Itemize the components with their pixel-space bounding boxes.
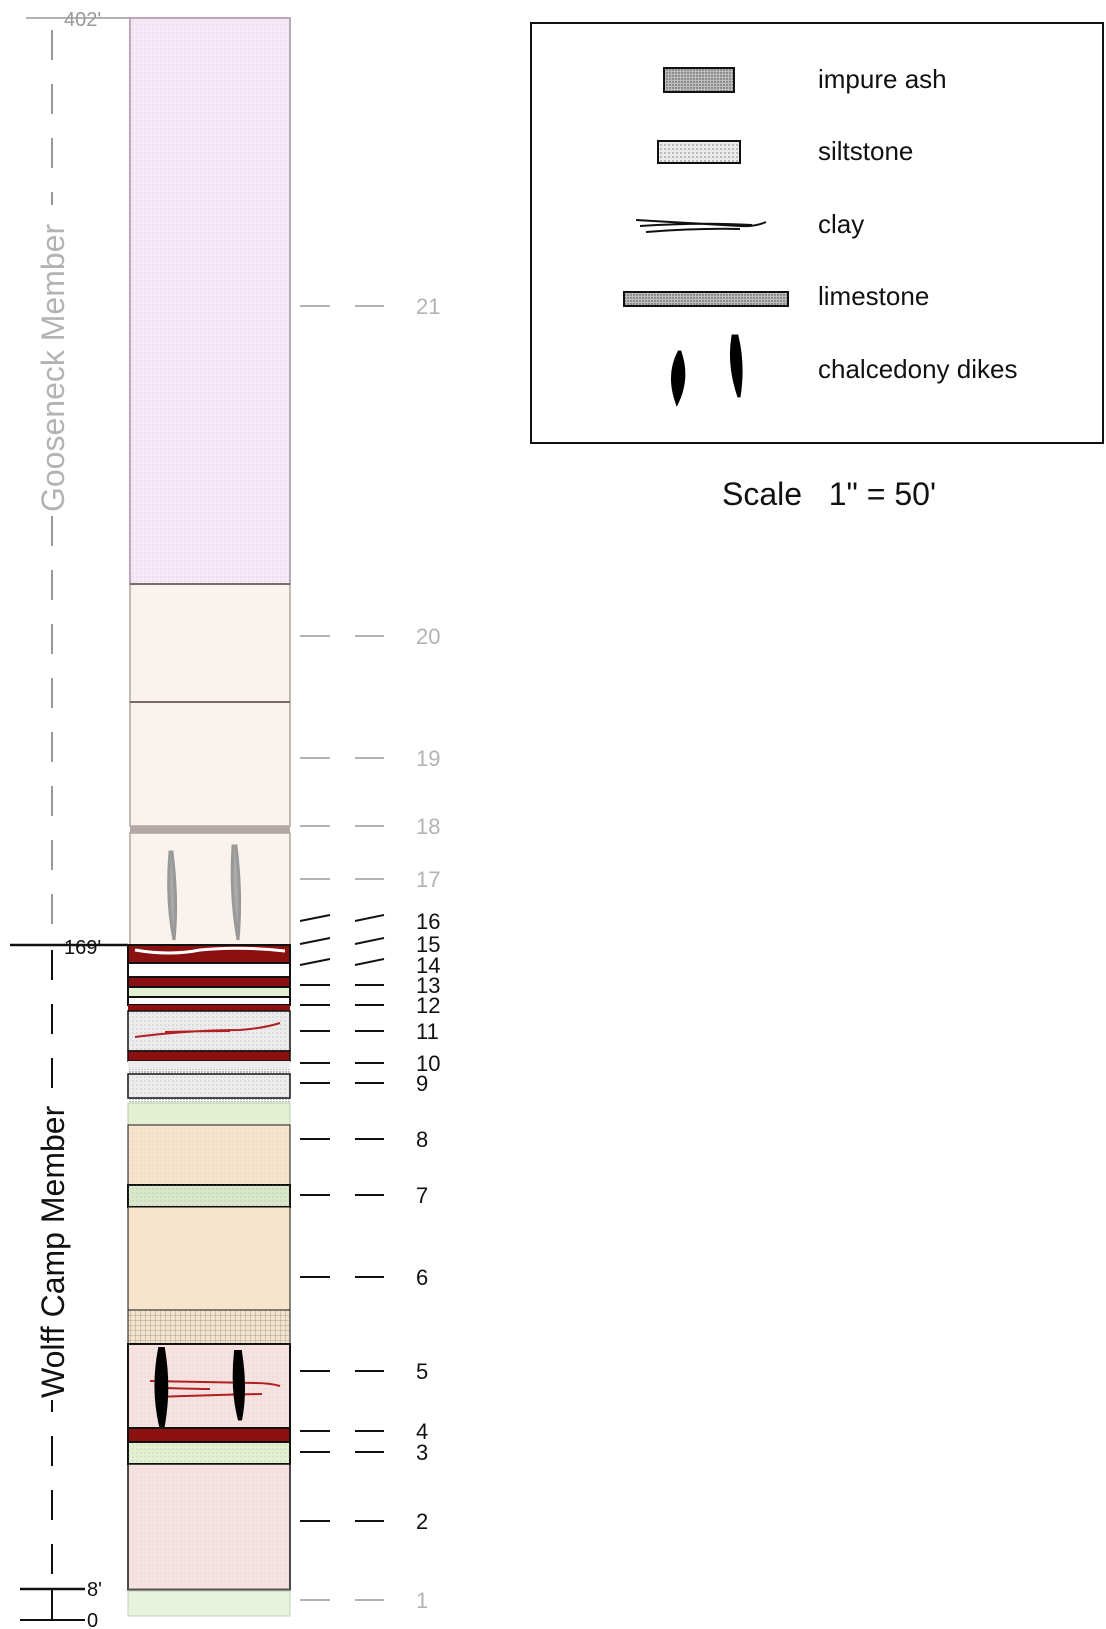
layer-number-13: 13 <box>416 973 440 998</box>
layer-number-19: 19 <box>416 746 440 771</box>
bed-15 <box>127 962 291 978</box>
wolff-camp-beds <box>127 944 291 1617</box>
layer-tick-15 <box>354 937 385 945</box>
bed-14 <box>127 976 291 988</box>
bed-13 <box>127 986 291 998</box>
gooseneck-member-label: Gooseneck Member <box>35 224 71 512</box>
layer-tick-14 <box>354 958 385 966</box>
chalcedony-dike-grey-2 <box>230 844 242 941</box>
layer-number-3: 3 <box>416 1440 428 1465</box>
wolff-camp-member-label-group: Wolff Camp Member <box>34 1090 72 1400</box>
layer-number-17: 17 <box>416 867 440 892</box>
bed-6 <box>127 1206 291 1311</box>
layer-number-18: 18 <box>416 814 440 839</box>
legend-label-siltstone: siltstone <box>818 136 914 166</box>
depth-mark-base-bed: 8' <box>87 1579 102 1601</box>
layer-number-14: 14 <box>416 953 440 978</box>
legend-label-impure-ash: impure ash <box>818 64 947 94</box>
gooseneck-member-label-group: Gooseneck Member <box>34 205 72 515</box>
bed-12 <box>127 996 291 1006</box>
layer-number-16: 16 <box>416 909 440 934</box>
legend-label-clay: clay <box>818 209 865 239</box>
layer-number-10: 10 <box>416 1051 440 1076</box>
layer-number-1: 1 <box>416 1588 428 1613</box>
bed-19 <box>129 701 291 827</box>
wolff-camp-member-label: Wolff Camp Member <box>35 1105 71 1398</box>
clay-red-11 <box>134 1022 281 1038</box>
layer-number-11: 11 <box>416 1019 439 1044</box>
layer-number-7: 7 <box>416 1183 428 1208</box>
gooseneck-beds <box>129 17 291 946</box>
layer-number-6: 6 <box>416 1265 428 1290</box>
layer-number-12: 12 <box>416 993 440 1018</box>
chalcedony-dike-grey-1 <box>167 850 178 941</box>
layer-number-9: 9 <box>416 1071 428 1096</box>
layer-number-4: 4 <box>416 1419 428 1444</box>
layer-tick-16 <box>299 914 331 922</box>
bed-4 <box>127 1427 291 1443</box>
bed-18 <box>130 826 290 833</box>
layer-tick-16 <box>354 914 385 922</box>
depth-mark-zero: 0 <box>87 1610 98 1629</box>
legend-label-limestone: limestone <box>818 281 930 311</box>
layer-number-21: 21 <box>416 294 440 319</box>
depth-mark-contact: 169' <box>64 937 101 959</box>
scale-label: Scale 1" = 50' <box>722 476 937 512</box>
bed-16 <box>127 944 291 964</box>
depth-mark-top: 402' <box>64 9 101 31</box>
chalcedony-dike-black-2 <box>232 1350 245 1421</box>
layer-number-2: 2 <box>416 1509 428 1534</box>
chalcedony-dike-black-1 <box>154 1347 169 1431</box>
layer-tick-15 <box>299 937 331 945</box>
layer-tick-14 <box>299 958 331 966</box>
bed-6-grid <box>127 1309 291 1345</box>
bed-1 <box>127 1590 291 1617</box>
bed-10 <box>127 1050 291 1062</box>
bed-20 <box>129 583 291 703</box>
bed-8-green <box>127 1102 291 1126</box>
layer-number-20: 20 <box>416 624 440 649</box>
layer-number-8: 8 <box>416 1127 428 1152</box>
legend <box>530 22 1104 444</box>
layer-number-15: 15 <box>416 932 440 957</box>
bed-17 <box>129 832 291 946</box>
legend-label-chalcedony-dikes: chalcedony dikes <box>818 354 1018 384</box>
layer-number-5: 5 <box>416 1359 428 1384</box>
